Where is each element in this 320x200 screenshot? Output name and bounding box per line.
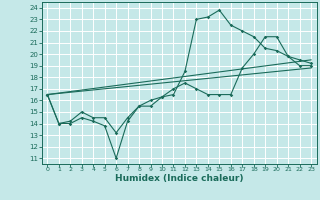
X-axis label: Humidex (Indice chaleur): Humidex (Indice chaleur) (115, 174, 244, 183)
